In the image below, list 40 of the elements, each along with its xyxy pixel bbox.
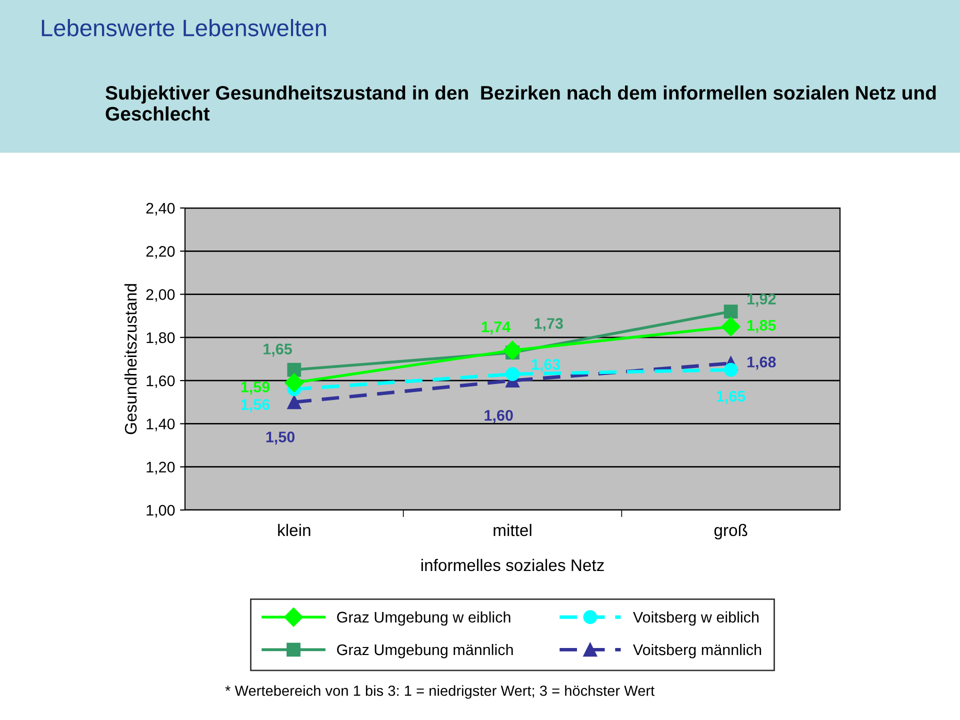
data-label: 1,65 [264,344,292,357]
legend-label: Voitsberg männlich [633,644,762,658]
y-tick-label: 2,20 [146,246,175,259]
point [721,317,740,336]
y-tick-label: 1,00 [146,504,175,518]
data-label: 1,65 [716,390,746,404]
x-axis-title: informelles soziales Netz [421,558,604,572]
data-label: 1,59 [241,382,270,395]
y-tick-label: 1,80 [146,332,175,345]
legend-label: Graz Umgebung männlich [337,644,513,658]
data-label: 1,73 [534,318,563,332]
y-tick-label: 1,60 [146,375,175,388]
y-axis-title: Gesundheitszustand [124,284,137,434]
data-label: 1,60 [484,410,513,423]
point [506,367,520,382]
y-tick-label: 1,40 [146,418,175,432]
point [502,340,522,360]
chart-title: Lebenswerte Lebenswelten [42,18,326,36]
data-label: 1,68 [747,356,776,370]
data-label: 1,63 [532,359,560,372]
y-tick-label: 2,00 [146,289,175,302]
data-label: 1,85 [747,320,776,333]
data-label: 1,56 [241,399,270,412]
point [284,373,304,392]
legend-label: Graz Umgebung w eiblich [337,611,510,626]
x-tick-label: mittel [494,524,532,536]
point [724,362,738,377]
text: * Wertebereich von 1 bis 3: 1 = niedrigster Wert; 3 = höchster Wert [225,685,655,699]
legend-label: Voitsberg w eiblich [633,611,758,626]
x-tick-label: groß [714,524,748,540]
y-tick-label: 1,20 [146,462,175,474]
y-tick-label: 2,40 [146,202,175,216]
data-label: 1,74 [482,322,511,334]
chart-subtitle: Subjektiver Gesundheitszustand in den Bezirken nach dem informellen sozialen Netz und Geschlecht [106,85,936,121]
data-label: 1,92 [747,294,776,307]
point [287,362,302,377]
point [287,395,302,410]
x-tick-label: klein [278,524,310,536]
point [724,304,738,318]
data-label: 1,50 [266,432,295,445]
